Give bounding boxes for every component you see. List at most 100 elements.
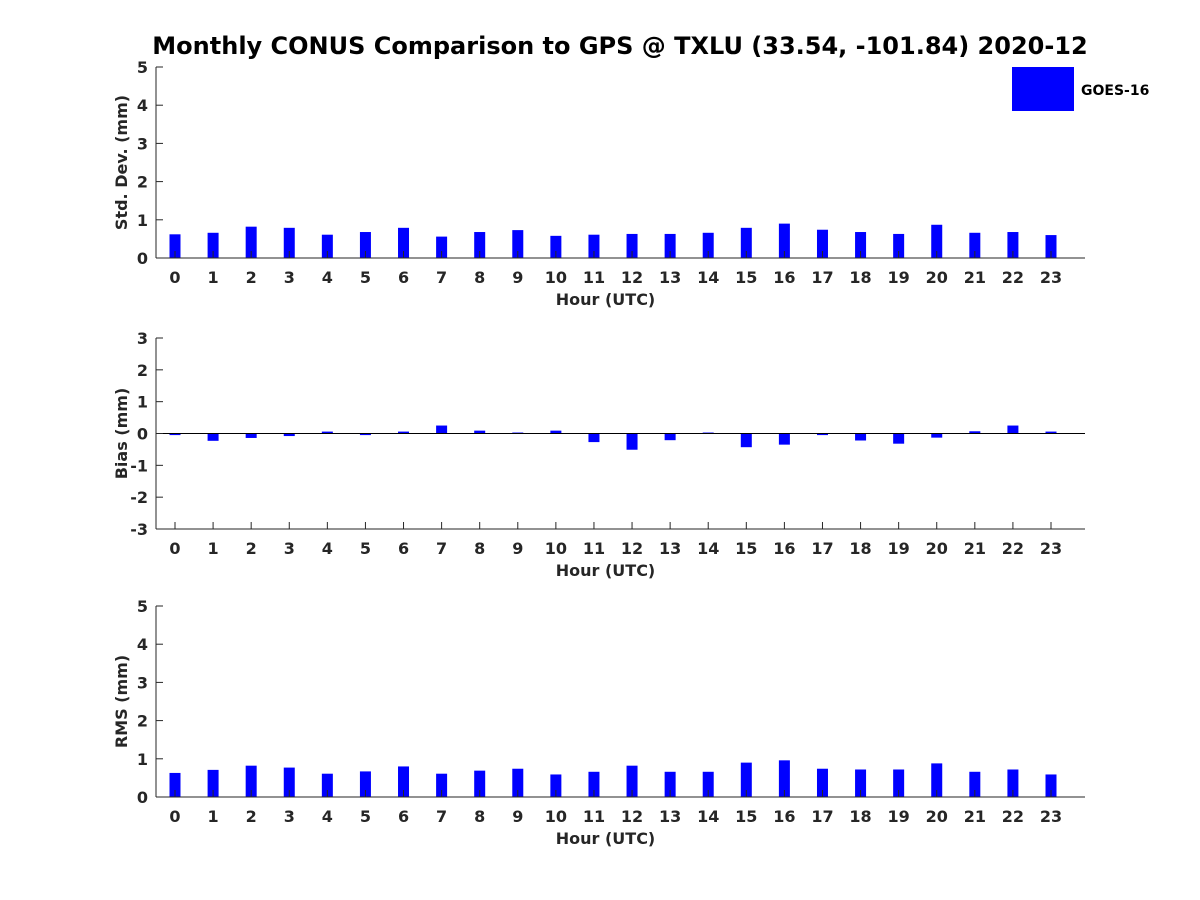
bar-hour-20 (931, 763, 943, 797)
x-tick-label: 0 (169, 807, 180, 826)
x-tick-label: 13 (659, 268, 681, 287)
x-tick-label: 18 (849, 539, 871, 558)
x-axis-label: Hour (UTC) (556, 829, 656, 848)
bar-hour-22 (1007, 769, 1019, 797)
chart-title: Monthly CONUS Comparison to GPS @ TXLU (… (152, 32, 1087, 60)
bar-hour-21 (969, 771, 981, 797)
y-tick-label: 0 (137, 788, 148, 807)
x-tick-label: 9 (512, 539, 523, 558)
x-tick-label: 23 (1040, 268, 1062, 287)
x-tick-label: 12 (621, 268, 643, 287)
x-tick-label: 5 (360, 268, 371, 287)
x-tick-label: 7 (436, 268, 447, 287)
x-tick-label: 23 (1040, 807, 1062, 826)
bar-hour-23 (1045, 774, 1057, 797)
bar-hour-17 (816, 433, 828, 436)
bar-hour-1 (207, 232, 219, 258)
x-tick-label: 14 (697, 539, 719, 558)
bar-hour-20 (931, 433, 943, 438)
x-tick-label: 2 (246, 807, 257, 826)
x-tick-label: 20 (926, 807, 948, 826)
y-tick-label: 5 (137, 597, 148, 616)
bar-hour-4 (321, 234, 333, 258)
bar-hour-6 (398, 227, 410, 258)
x-tick-label: 21 (964, 539, 986, 558)
x-tick-label: 8 (474, 268, 485, 287)
bar-hour-3 (283, 433, 295, 437)
x-tick-label: 16 (773, 807, 795, 826)
x-tick-label: 20 (926, 268, 948, 287)
x-tick-label: 4 (322, 539, 333, 558)
x-tick-label: 17 (811, 807, 833, 826)
x-tick-label: 8 (474, 539, 485, 558)
bar-hour-16 (778, 433, 790, 445)
bar-hour-8 (474, 232, 486, 258)
bar-hour-3 (283, 227, 295, 258)
bar-hour-22 (1007, 425, 1019, 434)
bar-hour-3 (283, 767, 295, 797)
bar-hour-22 (1007, 232, 1019, 258)
y-tick-label: -1 (130, 456, 148, 475)
x-tick-label: 3 (284, 268, 295, 287)
x-tick-label: 20 (926, 539, 948, 558)
bar-hour-13 (664, 771, 676, 797)
y-tick-label: 3 (137, 134, 148, 153)
x-tick-label: 19 (888, 807, 910, 826)
bar-hour-15 (740, 227, 752, 258)
legend-label: GOES-16 (1081, 83, 1149, 99)
y-tick-label: 4 (137, 96, 148, 115)
legend-swatch (1012, 67, 1074, 111)
y-tick-label: 2 (137, 712, 148, 731)
x-tick-label: 5 (360, 807, 371, 826)
bar-hour-8 (474, 770, 486, 797)
x-tick-label: 2 (246, 268, 257, 287)
bar-hour-17 (816, 768, 828, 797)
bar-hour-4 (321, 431, 333, 434)
x-tick-label: 11 (583, 268, 605, 287)
x-tick-label: 22 (1002, 539, 1024, 558)
x-tick-label: 9 (512, 268, 523, 287)
x-tick-label: 17 (811, 268, 833, 287)
bar-hour-5 (359, 433, 371, 436)
bar-hour-20 (931, 224, 943, 258)
bar-hour-1 (207, 433, 219, 441)
bar-hour-21 (969, 431, 981, 434)
x-tick-label: 22 (1002, 268, 1024, 287)
bar-hour-9 (512, 230, 524, 258)
bar-hour-15 (740, 433, 752, 448)
x-tick-label: 14 (697, 268, 719, 287)
x-tick-label: 11 (583, 807, 605, 826)
bar-hour-11 (588, 234, 600, 258)
x-tick-label: 18 (849, 807, 871, 826)
x-tick-label: 1 (208, 807, 219, 826)
bar-hour-5 (359, 771, 371, 797)
bar-hour-13 (664, 433, 676, 441)
y-tick-label: 1 (137, 393, 148, 412)
x-tick-label: 15 (735, 807, 757, 826)
bar-hour-17 (816, 229, 828, 258)
x-tick-label: 11 (583, 539, 605, 558)
x-tick-label: 7 (436, 807, 447, 826)
x-tick-label: 1 (208, 539, 219, 558)
bar-hour-19 (893, 433, 905, 444)
x-tick-label: 4 (322, 268, 333, 287)
bar-hour-0 (169, 772, 181, 797)
x-tick-label: 19 (888, 268, 910, 287)
bar-hour-1 (207, 769, 219, 797)
x-tick-label: 2 (246, 539, 257, 558)
bar-hour-12 (626, 765, 638, 797)
x-tick-label: 15 (735, 539, 757, 558)
x-tick-label: 7 (436, 539, 447, 558)
x-tick-label: 9 (512, 807, 523, 826)
y-tick-label: -2 (130, 488, 148, 507)
bar-hour-7 (436, 773, 448, 797)
x-tick-label: 12 (621, 539, 643, 558)
x-tick-label: 16 (773, 539, 795, 558)
y-axis-label: Std. Dev. (mm) (112, 95, 131, 230)
bar-hour-18 (855, 433, 867, 441)
x-tick-label: 6 (398, 539, 409, 558)
bar-hour-6 (398, 431, 410, 434)
y-tick-label: 1 (137, 750, 148, 769)
